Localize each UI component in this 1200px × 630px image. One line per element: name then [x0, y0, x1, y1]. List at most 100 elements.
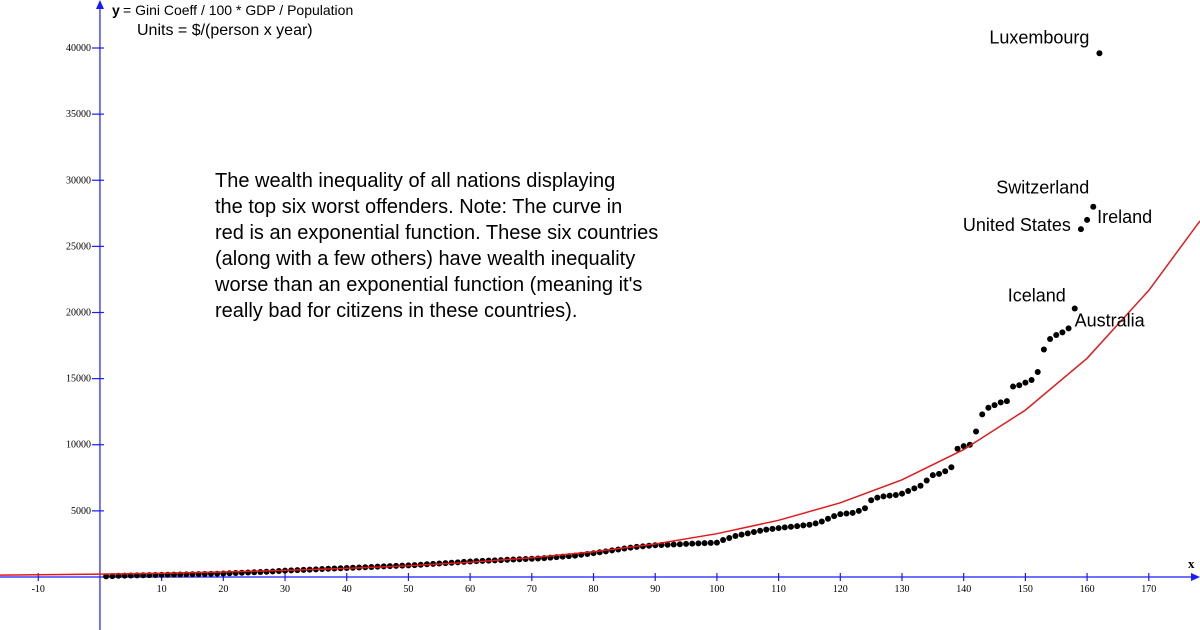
data-point: [103, 573, 110, 580]
data-point: [1047, 335, 1054, 342]
x-tick-label: 80: [589, 584, 599, 595]
data-point: [528, 555, 535, 562]
y-tick-label: 35000: [66, 109, 91, 120]
x-tick-label: 140: [956, 584, 971, 595]
data-point: [911, 485, 918, 492]
data-point: [1084, 216, 1091, 223]
data-point: [676, 541, 683, 548]
data-point: [713, 539, 720, 546]
data-point: [738, 531, 745, 538]
data-point: [1096, 50, 1103, 57]
data-point: [744, 530, 751, 537]
data-point: [683, 540, 690, 547]
country-label: Ireland: [1097, 207, 1152, 227]
data-point: [720, 536, 727, 543]
data-point: [917, 482, 924, 489]
x-tick-label: -10: [32, 584, 45, 595]
y-tick-label: 25000: [66, 241, 91, 252]
data-point: [1090, 203, 1097, 210]
data-point: [942, 468, 949, 475]
data-point: [991, 402, 998, 409]
x-tick-label: 30: [280, 584, 290, 595]
data-point: [1071, 305, 1078, 312]
data-point: [837, 511, 844, 518]
data-point: [973, 428, 980, 435]
x-tick-label: 120: [833, 584, 848, 595]
data-point: [1028, 376, 1035, 383]
data-point: [238, 569, 245, 576]
data-point: [861, 505, 868, 512]
country-label: Iceland: [1008, 286, 1066, 306]
x-tick-label: 20: [218, 584, 228, 595]
data-point: [997, 399, 1004, 406]
data-point: [1040, 346, 1047, 353]
data-point: [868, 497, 875, 504]
data-point: [905, 488, 912, 495]
data-point: [757, 527, 764, 534]
data-point: [929, 472, 936, 479]
data-point: [960, 443, 967, 450]
y-axis-symbol: y: [112, 2, 120, 18]
y-axis-label: = Gini Coeff / 100 * GDP / Population: [123, 2, 353, 18]
x-tick-label: 90: [650, 584, 660, 595]
data-point: [880, 493, 887, 500]
data-point: [775, 525, 782, 532]
data-point: [1053, 331, 1060, 338]
x-tick-label: 160: [1080, 584, 1095, 595]
x-axis-label: x: [1188, 556, 1195, 571]
x-tick-label: 40: [342, 584, 352, 595]
data-point: [985, 404, 992, 411]
country-label: Luxembourg: [989, 27, 1089, 47]
data-point: [831, 513, 838, 520]
data-point: [664, 541, 671, 548]
data-point: [781, 524, 788, 531]
data-point: [726, 534, 733, 541]
data-point: [794, 523, 801, 530]
data-point: [1065, 325, 1072, 332]
data-point: [1010, 383, 1017, 390]
units-label: Units = $/(person x year): [137, 22, 313, 39]
x-tick-label: 70: [527, 584, 537, 595]
data-point: [1034, 369, 1041, 376]
data-point: [1022, 379, 1029, 386]
y-tick-label: 20000: [66, 308, 91, 319]
note-line: the top six worst offenders. Note: The c…: [215, 196, 622, 218]
country-label: Switzerland: [996, 178, 1089, 198]
data-point: [812, 520, 819, 527]
y-tick-label: 15000: [66, 374, 91, 385]
note-line: The wealth inequality of all nations dis…: [215, 170, 615, 192]
x-tick-label: 10: [157, 584, 167, 595]
data-point: [886, 492, 893, 499]
data-point: [769, 525, 776, 532]
y-tick-label: 30000: [66, 175, 91, 186]
x-tick-label: 130: [895, 584, 910, 595]
data-point: [874, 494, 881, 501]
data-point: [763, 526, 770, 533]
data-point: [689, 540, 696, 547]
x-tick-label: 60: [465, 584, 475, 595]
y-tick-label: 10000: [66, 440, 91, 451]
exponential-curve: [0, 220, 1200, 576]
data-point: [979, 411, 986, 418]
data-point: [701, 540, 708, 547]
data-point: [1003, 398, 1010, 405]
data-point: [936, 470, 943, 477]
country-label: United States: [963, 215, 1071, 235]
x-tick-label: 150: [1018, 584, 1033, 595]
data-point: [843, 510, 850, 517]
x-tick-label: 50: [403, 584, 413, 595]
note-line: worse than an exponential function (mean…: [214, 274, 642, 296]
data-point: [818, 518, 825, 525]
y-axis-arrow: [95, 0, 104, 9]
note-line: red is an exponential function. These si…: [215, 222, 658, 244]
data-point: [800, 522, 807, 529]
data-point: [892, 492, 899, 499]
data-point: [787, 523, 794, 530]
x-tick-label: 110: [771, 584, 786, 595]
data-point: [948, 464, 955, 471]
data-point: [670, 541, 677, 548]
data-point: [855, 507, 862, 514]
x-tick-label: 100: [709, 584, 724, 595]
data-point: [1059, 329, 1066, 336]
